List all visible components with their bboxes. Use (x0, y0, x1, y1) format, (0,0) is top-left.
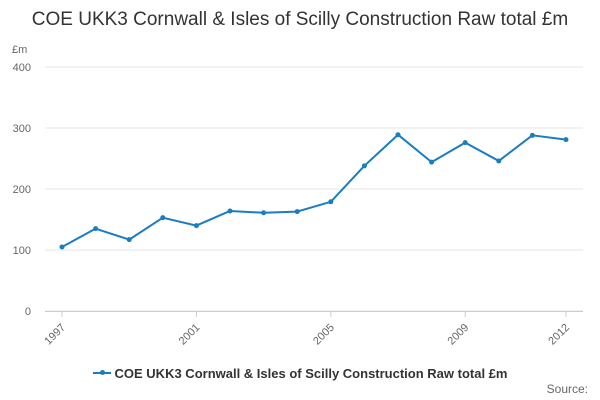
grid-lines (45, 66, 583, 312)
data-point-2005[interactable] (328, 199, 334, 205)
data-point-2003[interactable] (261, 210, 267, 216)
data-point-2002[interactable] (227, 208, 233, 214)
data-point-1999[interactable] (126, 237, 132, 243)
x-tick-label: 2005 (311, 322, 337, 348)
x-tick-label: 2012 (546, 322, 572, 348)
series-layer (59, 132, 569, 250)
legend[interactable]: COE UKK3 Cornwall & Isles of Scilly Cons… (0, 366, 600, 381)
data-point-2001[interactable] (193, 223, 199, 229)
data-point-2006[interactable] (361, 163, 367, 169)
chart-title: COE UKK3 Cornwall & Isles of Scilly Cons… (31, 9, 569, 30)
y-axis-ticks: 0 100 200 300 400 (13, 62, 31, 318)
data-point-2008[interactable] (429, 159, 435, 165)
x-tick-label: 2009 (446, 322, 472, 348)
source-credit: Source: (546, 382, 588, 396)
data-point-2012[interactable] (563, 137, 569, 143)
y-axis-unit-label: £m (12, 44, 28, 56)
data-point-2000[interactable] (160, 215, 166, 221)
data-point-1998[interactable] (93, 226, 99, 232)
y-tick-label: 300 (13, 123, 31, 135)
legend-label: COE UKK3 Cornwall & Isles of Scilly Cons… (114, 366, 508, 381)
x-tick-label: 2001 (177, 322, 203, 348)
x-axis: 1997 2001 2005 2009 2012 (42, 311, 583, 347)
data-point-2011[interactable] (529, 132, 535, 138)
x-tick-label: 1997 (42, 322, 68, 348)
data-point-2009[interactable] (462, 140, 468, 146)
y-tick-label: 400 (13, 62, 31, 74)
data-point-2007[interactable] (395, 132, 401, 138)
legend-line-swatch (92, 370, 111, 376)
y-tick-label: 200 (13, 184, 31, 196)
series-line (61, 133, 567, 248)
data-point-2004[interactable] (294, 209, 300, 215)
y-tick-label: 0 (25, 306, 31, 318)
y-tick-label: 100 (13, 245, 31, 257)
data-point-2010[interactable] (496, 158, 502, 164)
data-point-1997[interactable] (59, 244, 65, 250)
